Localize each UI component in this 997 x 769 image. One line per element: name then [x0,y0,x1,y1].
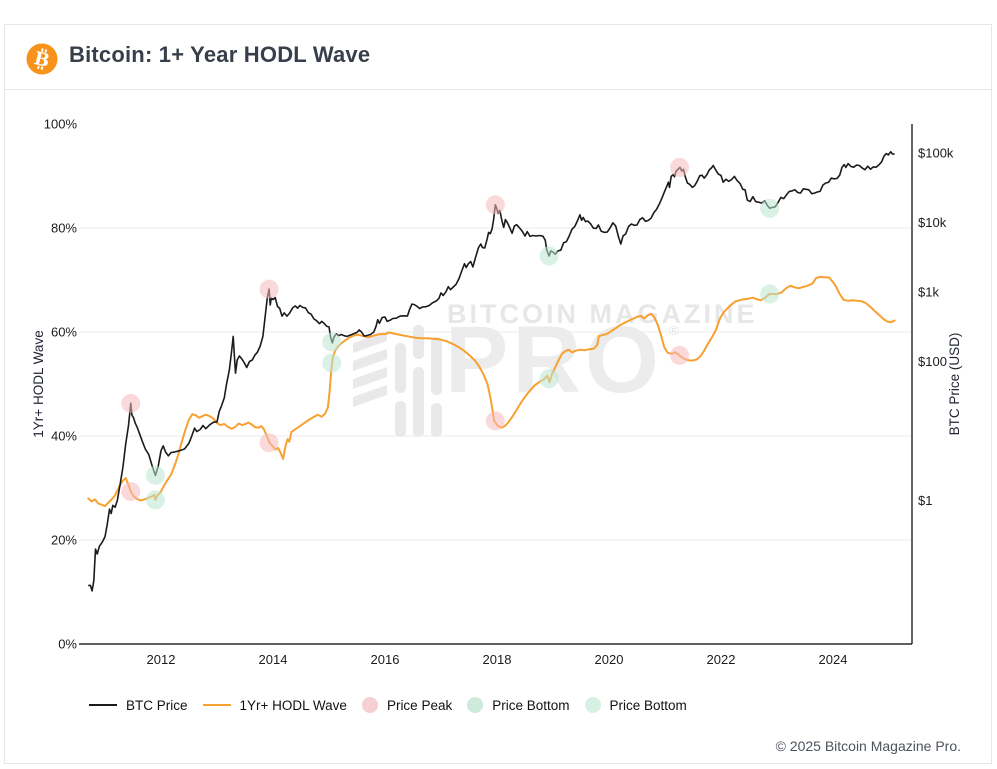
price-peak-marker[interactable] [670,157,690,177]
price-bottom-marker[interactable] [539,246,559,266]
right-axis-title: BTC Price (USD) [947,333,962,436]
legend-circle-swatch [584,697,601,713]
legend-item-price-bottom[interactable]: Price Bottom [467,697,570,713]
price-bottom-marker[interactable] [145,490,165,510]
price-bottom-marker[interactable] [145,465,165,485]
legend-label: 1Yr+ HODL Wave [239,697,347,713]
x-axis-tick-2016: 2016 [371,652,400,667]
x-axis-tick-2012: 2012 [147,652,176,667]
left-axis-tick-80: 80% [51,221,77,236]
right-axis-tick-1: $1 [918,493,932,508]
copyright-text: © 2025 Bitcoin Magazine Pro. [775,738,961,754]
svg-text:B: B [32,48,52,72]
right-axis-tick-100: $100 [918,354,947,369]
price-bottom-marker[interactable] [539,369,559,389]
legend-line-swatch [89,704,117,706]
legend-label: Price Bottom [492,697,570,713]
price-peak-marker[interactable] [670,345,690,365]
chart-legend: BTC Price 1Yr+ HODL Wave Price Peak Price B… [89,697,687,713]
chart-plot-area[interactable] [79,124,912,644]
price-peak-marker[interactable] [259,279,279,299]
legend-label: BTC Price [126,697,188,713]
price-bottom-marker[interactable] [322,332,342,352]
legend-circle-swatch [361,697,378,713]
price-bottom-marker[interactable] [760,198,780,218]
left-axis-tick-20: 20% [51,533,77,548]
left-axis-tick-100: 100% [44,117,78,132]
legend-item-1yr-hodl-wave[interactable]: 1Yr+ HODL Wave [202,697,347,713]
legend-label: Price Peak [386,697,453,713]
legend-item-btc-price[interactable]: BTC Price [89,698,188,713]
watermark-pro: PRO [445,313,663,408]
left-axis-tick-0: 0% [58,637,77,652]
price-peak-marker[interactable] [121,482,141,502]
legend-item-price-peak[interactable]: Price Peak [361,697,453,713]
btc-price-line[interactable] [88,151,895,592]
legend-item-price-bottom[interactable]: Price Bottom [584,697,687,713]
right-axis-tick-100k: $100k [918,146,954,161]
price-peak-marker[interactable] [259,433,279,453]
price-peak-marker[interactable] [485,195,505,215]
price-bottom-marker[interactable] [322,353,342,373]
chart-svg: 0% 20% 40% 60% 80% 100% $100k $10k $1k $100 $1 2012… [31,117,962,668]
watermark-title: BITCOIN MAGAZINE [447,299,758,330]
bitcoin-icon: B [26,43,58,75]
price-peak-marker[interactable] [121,393,141,413]
right-axis-tick-1k: $1k [918,285,939,300]
watermark-logo-icon [353,325,442,437]
x-axis-tick-2020: 2020 [595,652,624,667]
left-axis-tick-40: 40% [51,429,77,444]
watermark-registered-mark: ® [669,323,679,338]
legend-line-swatch [202,704,231,706]
x-axis-tick-2014: 2014 [259,652,288,667]
header: B Bitcoin: 1+ Year HODL Wave [5,25,991,90]
page-title: Bitcoin: 1+ Year HODL Wave [69,42,371,67]
legend-circle-swatch [467,697,484,713]
right-axis-tick-10k: $10k [918,215,947,230]
price-peak-marker[interactable] [485,411,505,431]
legend-label: Price Bottom [609,697,687,713]
left-axis-tick-60: 60% [51,325,77,340]
hodl-wave-line[interactable] [87,275,896,508]
x-axis-tick-2022: 2022 [707,652,736,667]
content-card: B Bitcoin: 1+ Year HODL Wave [4,24,992,764]
left-axis-title: 1Yr+ HODL Wave [31,330,46,437]
price-bottom-marker[interactable] [760,284,780,304]
x-axis-tick-2024: 2024 [819,652,848,667]
x-axis-tick-2018: 2018 [483,652,512,667]
